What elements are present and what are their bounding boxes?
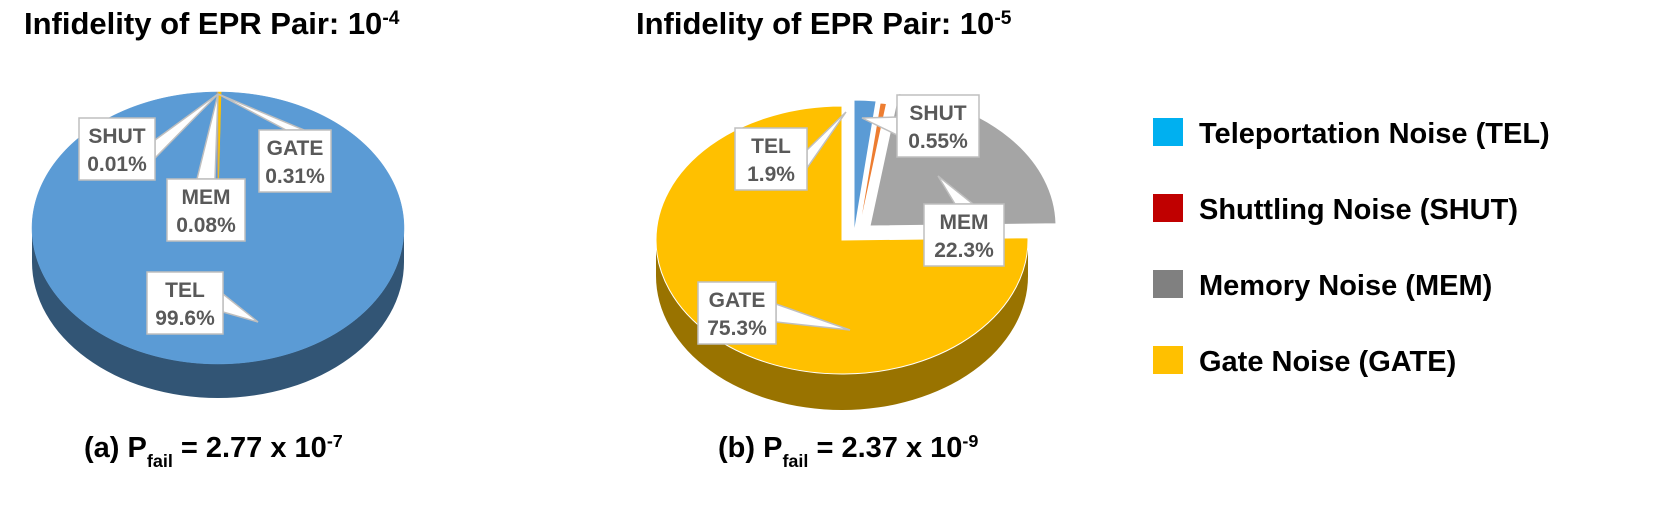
legend: Teleportation Noise (TEL) Shuttling Noise… [1153,118,1550,378]
data-label-box [697,281,777,345]
data-label-name: GATE [267,137,324,160]
data-label-box [923,203,1005,267]
data-label-box [896,94,980,158]
pie-chart-a: SHUT 0.01% MEM 0.08% GATE 0.31% TEL 99.6% [31,91,405,398]
data-label-value: 22.3% [934,239,994,262]
legend-swatch-mem [1153,270,1183,298]
data-label-name: MEM [940,211,989,234]
data-label-value: 0.31% [265,165,325,188]
data-label-box [166,178,246,242]
data-label-value: 0.01% [87,153,147,176]
legend-label-mem: Memory Noise (MEM) [1199,270,1492,302]
data-label-value: 99.6% [155,307,215,330]
data-label-value: 1.9% [747,163,795,186]
legend-swatch-shut [1153,194,1183,222]
chart-caption-2: (b) Pfail = 2.37 x 10-9 [718,431,978,471]
legend-label-gate: Gate Noise (GATE) [1199,346,1456,378]
data-label-name: SHUT [909,102,966,125]
data-label-value: 0.08% [176,214,236,237]
data-label-name: GATE [709,289,766,312]
legend-swatch-gate [1153,346,1183,374]
legend-label-shut: Shuttling Noise (SHUT) [1199,194,1518,226]
chart-caption-1: (a) Pfail = 2.77 x 10-7 [84,431,343,471]
pie-b-slice-tel [853,99,877,235]
pie-chart-b: TEL 1.9% SHUT 0.55% MEM 22.3% GATE 75.3% [655,93,1057,410]
data-label-box [78,117,156,181]
pie-b-side-gate [656,240,1028,410]
data-label-name: SHUT [88,125,145,148]
data-label-value: 75.3% [707,317,767,340]
chart-title-1: Infidelity of EPR Pair: 10-4 [24,6,400,41]
pie-a-side-tel [32,228,404,398]
data-label-box [146,271,224,335]
data-label-name: MEM [182,186,231,209]
data-label-name: TEL [751,135,791,158]
chart-title-2: Infidelity of EPR Pair: 10-5 [636,6,1012,41]
legend-swatch-tel [1153,118,1183,146]
pie-b-slice-shut [857,102,888,237]
pie-a-slice-mem [216,91,219,229]
data-label-value: 0.55% [908,130,968,153]
legend-label-tel: Teleportation Noise (TEL) [1199,118,1550,150]
data-label-name: TEL [165,279,205,302]
data-label-box [734,127,808,191]
data-label-box [258,129,332,193]
